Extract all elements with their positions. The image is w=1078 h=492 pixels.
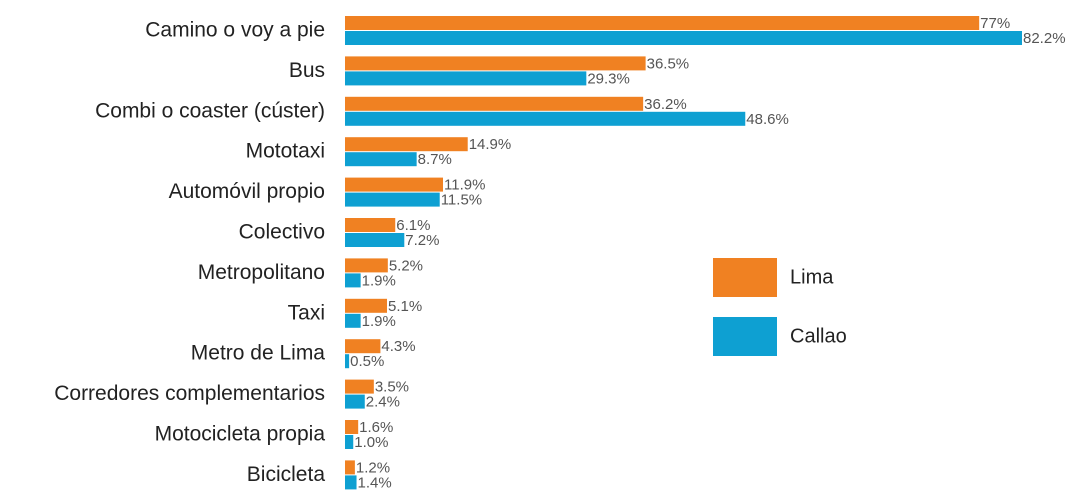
value-label: 7.2% (405, 232, 439, 249)
value-label: 77% (980, 15, 1010, 32)
value-label: 5.2% (389, 257, 423, 274)
value-label: 1.0% (354, 434, 388, 451)
category-label: Corredores complementarios (54, 382, 325, 405)
category-label: Metro de Lima (191, 342, 326, 365)
category-label: Combi o coaster (cúster) (95, 99, 325, 122)
bar (345, 152, 417, 167)
bar (345, 394, 365, 409)
bar (345, 137, 468, 152)
bar (345, 71, 587, 86)
bar (345, 460, 355, 475)
value-label: 0.5% (350, 353, 384, 370)
value-label: 48.6% (746, 111, 789, 128)
bar (345, 420, 359, 434)
legend-label: Callao (790, 325, 847, 347)
bar (345, 192, 440, 207)
bar (345, 273, 361, 288)
bar (345, 475, 357, 490)
value-label: 5.1% (388, 298, 422, 315)
value-label: 1.2% (356, 459, 390, 476)
value-label: 36.2% (644, 96, 687, 113)
bar (345, 435, 354, 449)
legend-label: Lima (790, 266, 834, 288)
bar (345, 177, 444, 192)
value-label: 8.7% (418, 151, 452, 168)
value-label: 29.3% (587, 70, 630, 87)
bar (345, 16, 980, 30)
value-label: 11.9% (444, 177, 485, 194)
value-label: 4.3% (381, 338, 415, 355)
bar (345, 258, 388, 273)
value-label: 6.1% (396, 217, 430, 234)
category-label: Bus (289, 59, 325, 82)
bar (345, 218, 396, 232)
category-label: Automóvil propio (169, 180, 325, 203)
category-label: Motocicleta propia (155, 423, 326, 446)
bar (345, 96, 644, 111)
category-label: Bicicleta (247, 463, 326, 486)
value-label: 1.9% (362, 313, 396, 330)
bar (345, 233, 405, 247)
category-label: Mototaxi (246, 140, 325, 163)
bar (345, 298, 388, 313)
bar (345, 313, 361, 328)
category-label: Metropolitano (198, 261, 325, 284)
value-label: 1.6% (359, 419, 393, 436)
value-label: 11.5% (441, 192, 482, 209)
bar (345, 379, 374, 394)
bar (345, 111, 746, 126)
legend-swatch (713, 258, 777, 297)
bar (345, 56, 646, 71)
legend-swatch (713, 317, 777, 356)
category-label: Taxi (288, 301, 325, 324)
category-label: Camino o voy a pie (145, 19, 325, 42)
value-label: 14.9% (469, 136, 512, 153)
value-label: 1.9% (362, 272, 396, 289)
bar (345, 354, 350, 369)
category-label: Colectivo (239, 221, 325, 244)
value-label: 36.5% (647, 55, 690, 72)
value-label: 82.2% (1023, 30, 1066, 47)
value-label: 1.4% (358, 474, 392, 491)
bar (345, 31, 1022, 45)
bar (345, 339, 381, 354)
value-label: 3.5% (375, 379, 409, 396)
value-label: 2.4% (366, 394, 400, 411)
